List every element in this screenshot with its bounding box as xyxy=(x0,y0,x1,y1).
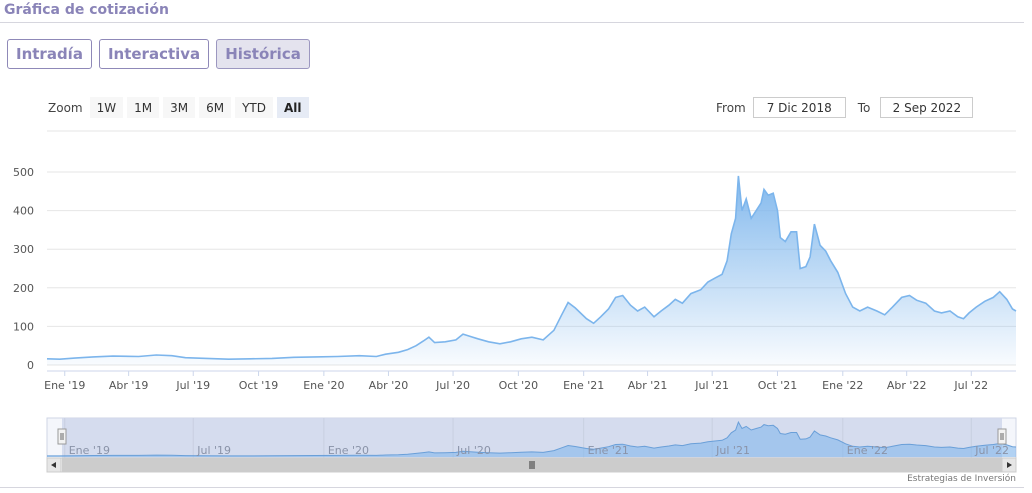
from-date-input[interactable]: 7 Dic 2018 xyxy=(752,97,846,118)
navigator-line xyxy=(47,420,1017,457)
tab-historica[interactable]: Histórica xyxy=(216,39,310,69)
navigator-labels: Ene '19 Jul '19 Ene '20 Jul '20 Ene '21 Jul '… xyxy=(69,444,1009,457)
navigator-label: Ene '19 xyxy=(69,444,110,457)
chart-tabs: Intradía Interactiva Histórica xyxy=(7,39,310,69)
y-tick-label: 300 xyxy=(13,243,34,256)
navigator: Ene '19 Jul '19 Ene '20 Jul '20 Ene '21 Jul '… xyxy=(46,417,1017,459)
navigator-area xyxy=(47,422,1016,457)
x-tick-label: Ene '22 xyxy=(822,379,863,392)
navigator-label: Ene '21 xyxy=(588,444,629,457)
x-tick-label: Abr '21 xyxy=(628,379,668,392)
x-tick-label: Ene '19 xyxy=(44,379,85,392)
x-tick-label: Abr '22 xyxy=(887,379,927,392)
navigator-label: Jul '20 xyxy=(456,444,491,457)
navigator-label: Jul '21 xyxy=(715,444,750,457)
y-tick-label: 0 xyxy=(27,359,34,372)
x-tick-label: Jul '20 xyxy=(435,379,470,392)
zoom-1w-button[interactable]: 1W xyxy=(89,97,124,118)
tab-intradia[interactable]: Intradía xyxy=(7,39,92,69)
from-label: From xyxy=(716,100,746,115)
x-tick-label: Oct '19 xyxy=(239,379,279,392)
tab-interactiva[interactable]: Interactiva xyxy=(98,39,210,69)
navigator-left-handle[interactable] xyxy=(57,428,67,445)
navigator-label: Jul '22 xyxy=(974,444,1009,457)
y-tick-label: 200 xyxy=(13,282,34,295)
x-tick-label: Abr '20 xyxy=(369,379,409,392)
y-tick-label: 100 xyxy=(13,320,34,333)
navigator-label: Jul '19 xyxy=(196,444,231,457)
zoom-all-button[interactable]: All xyxy=(277,97,309,118)
x-axis: Ene '19 Abr '19 Jul '19 Oct '19 Ene '20 Abr '… xyxy=(44,371,988,392)
zoom-6m-button[interactable]: 6M xyxy=(199,97,232,118)
y-axis: 0 100 200 300 400 500 xyxy=(13,166,34,372)
to-label: To xyxy=(857,100,871,115)
bottom-divider xyxy=(0,487,1024,488)
navigator-right-handle[interactable] xyxy=(997,428,1007,445)
zoom-label: Zoom xyxy=(48,100,83,115)
zoom-ytd-button[interactable]: YTD xyxy=(235,97,273,118)
x-tick-label: Ene '21 xyxy=(563,379,604,392)
chevron-left-icon xyxy=(51,462,56,468)
price-area xyxy=(47,175,1016,365)
date-range: From 7 Dic 2018 To 2 Sep 2022 xyxy=(716,97,974,118)
x-tick-label: Jul '21 xyxy=(694,379,729,392)
page-title: Gráfica de cotización xyxy=(4,2,169,18)
x-tick-label: Ene '20 xyxy=(303,379,344,392)
scrollbar[interactable] xyxy=(46,457,1017,473)
zoom-3m-button[interactable]: 3M xyxy=(163,97,196,118)
zoom-1m-button[interactable]: 1M xyxy=(127,97,160,118)
x-tick-label: Abr '19 xyxy=(109,379,149,392)
credits-text: Estrategias de Inversión xyxy=(907,474,1016,484)
chevron-right-icon xyxy=(1007,462,1012,468)
navigator-label: Ene '20 xyxy=(328,444,369,457)
y-tick-label: 400 xyxy=(13,205,34,218)
x-tick-label: Oct '21 xyxy=(758,379,798,392)
price-line xyxy=(46,175,1017,361)
x-tick-label: Oct '20 xyxy=(499,379,539,392)
title-divider xyxy=(0,22,1024,23)
zoom-selector: Zoom 1W 1M 3M 6M YTD All xyxy=(48,97,313,118)
navigator-label: Ene '22 xyxy=(847,444,888,457)
y-tick-label: 500 xyxy=(13,166,34,179)
to-date-input[interactable]: 2 Sep 2022 xyxy=(880,97,974,118)
x-tick-label: Jul '19 xyxy=(175,379,210,392)
x-tick-label: Jul '22 xyxy=(953,379,988,392)
